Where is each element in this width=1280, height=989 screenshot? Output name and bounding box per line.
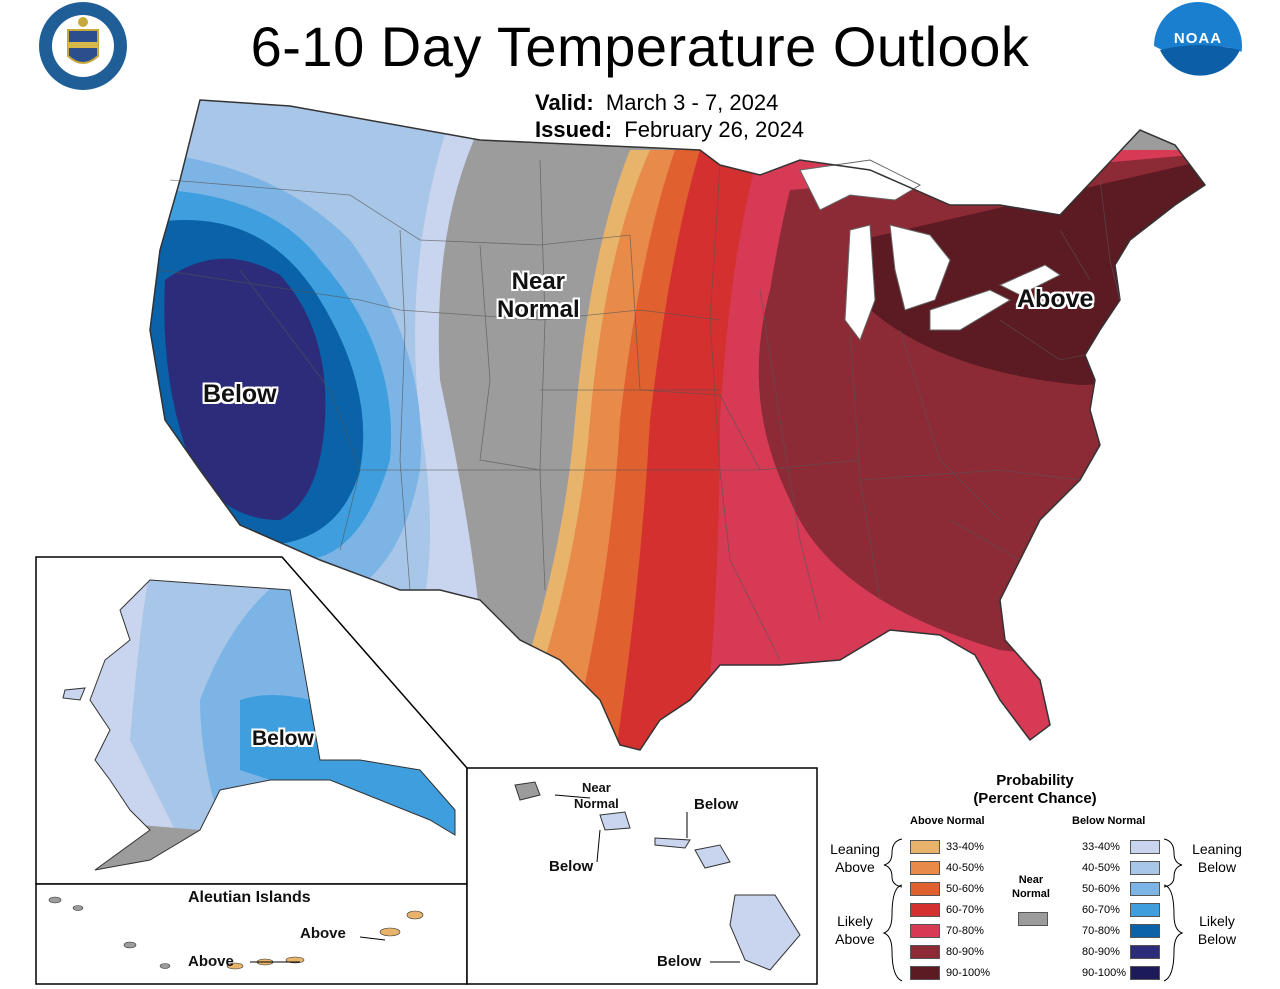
legend-below-range: 70-80% — [1082, 925, 1120, 937]
maui — [694, 844, 731, 869]
noaa-logo — [1153, 2, 1242, 94]
hawaii-near-normal-label: Near Normal — [574, 780, 619, 811]
conus-above-label: Above — [1017, 285, 1094, 313]
legend-below-swatch — [1130, 861, 1160, 875]
issued-label: Issued: — [535, 117, 613, 142]
legend-below-range: 60-70% — [1082, 904, 1120, 916]
legend-above-swatch — [910, 966, 940, 980]
legend-below-swatch — [1130, 840, 1160, 854]
legend-above-range: 70-80% — [946, 925, 984, 937]
leader-lines — [250, 794, 740, 963]
legend-below-header: Below Normal — [1072, 815, 1146, 827]
legend-above-range: 33-40% — [946, 841, 984, 853]
issued-value: February 26, 2024 — [624, 117, 805, 142]
legend-above-swatch — [910, 840, 940, 854]
legend-near-header: Near Normal — [1012, 874, 1050, 900]
legend-above-swatch — [910, 924, 940, 938]
issued-line: Issued: February 26, 2024 — [535, 117, 804, 143]
big-island — [729, 894, 801, 971]
conus-below-label: Below — [203, 380, 277, 408]
hawaii-below-label-3: Below — [657, 953, 702, 970]
alaska-island — [62, 687, 86, 701]
alaska-below-label: Below — [252, 727, 314, 750]
legend-above-swatch — [910, 882, 940, 896]
legend-leaning-below: Leaning Below — [1192, 841, 1242, 875]
conus-near-normal-label: Near Normal — [497, 268, 580, 323]
legend-above-swatch — [910, 903, 940, 917]
aleutian-title: Aleutian Islands — [188, 889, 311, 906]
legend-brace-above — [882, 838, 903, 982]
aleutian-above-label-1: Above — [300, 925, 346, 942]
aleutian-above-label-2: Above — [188, 953, 234, 970]
legend-below-range: 33-40% — [1082, 841, 1120, 853]
legend-above-range: 60-70% — [946, 904, 984, 916]
legend-likely-above: Likely Above — [835, 913, 875, 947]
page-title: 6-10 Day Temperature Outlook — [250, 15, 1030, 78]
hawaii-below-label-2: Below — [549, 858, 594, 875]
legend-below-swatch — [1130, 882, 1160, 896]
kauai — [514, 781, 541, 801]
valid-label: Valid: — [535, 90, 594, 115]
legend-below-range: 50-60% — [1082, 883, 1120, 895]
molokai — [654, 837, 691, 849]
legend-above-swatch — [910, 861, 940, 875]
legend-above-header: Above Normal — [910, 815, 985, 827]
legend-near-swatch — [1018, 912, 1048, 926]
legend-title: Probability (Percent Chance) — [973, 772, 1097, 807]
legend-above-range: 40-50% — [946, 862, 984, 874]
legend-leaning-above: Leaning Above — [830, 841, 880, 875]
legend-below-swatch — [1130, 945, 1160, 959]
legend-below-swatch — [1130, 903, 1160, 917]
state-lines — [159, 159, 1121, 661]
oahu — [599, 811, 631, 831]
aleutian-islands-west — [48, 896, 171, 969]
legend-above-swatch — [910, 945, 940, 959]
legend-below-range: 90-100% — [1082, 967, 1127, 979]
legend-below-swatch — [1130, 966, 1160, 980]
legend-below-range: 40-50% — [1082, 862, 1120, 874]
valid-line: Valid: March 3 - 7, 2024 — [535, 90, 778, 116]
legend-above-range: 90-100% — [946, 967, 991, 979]
noaa-logo-text: NOAA — [1173, 30, 1223, 47]
doc-seal-icon — [39, 2, 127, 90]
legend-likely-below: Likely Below — [1197, 913, 1237, 947]
valid-value: March 3 - 7, 2024 — [605, 90, 779, 115]
legend-below-range: 80-90% — [1082, 946, 1120, 958]
legend-above-range: 50-60% — [946, 883, 984, 895]
legend-brace-below — [1163, 838, 1184, 982]
alaska-outline — [89, 579, 456, 871]
great-lakes — [799, 159, 1061, 342]
legend-below-swatch — [1130, 924, 1160, 938]
hawaii-below-label-1: Below — [694, 796, 739, 813]
legend-above-range: 80-90% — [946, 946, 984, 958]
conus-outline — [149, 99, 1207, 751]
